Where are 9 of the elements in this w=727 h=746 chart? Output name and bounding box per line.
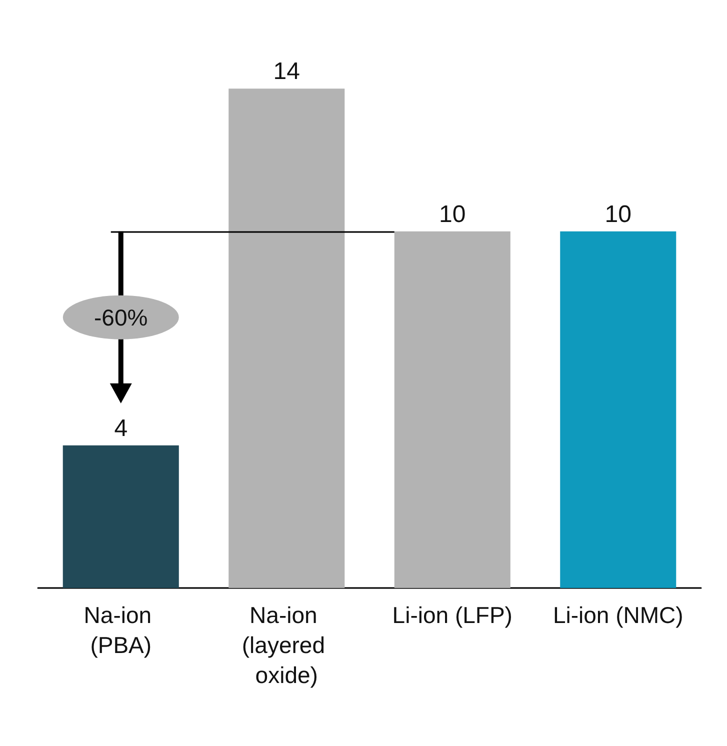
data-label: 10	[604, 200, 632, 228]
x-tick-label: Li-ion (LFP)	[392, 602, 512, 628]
data-label: 14	[273, 58, 300, 86]
annotation: -60%	[94, 304, 148, 330]
data-label: 10	[439, 200, 466, 228]
x-tick-label: Na-ion (layered oxide)	[242, 602, 332, 688]
x-tick-label: Na-ion (PBA)	[84, 602, 158, 658]
x-tick-label: Li-ion (NMC)	[552, 602, 684, 628]
data-label: 4	[114, 414, 128, 442]
